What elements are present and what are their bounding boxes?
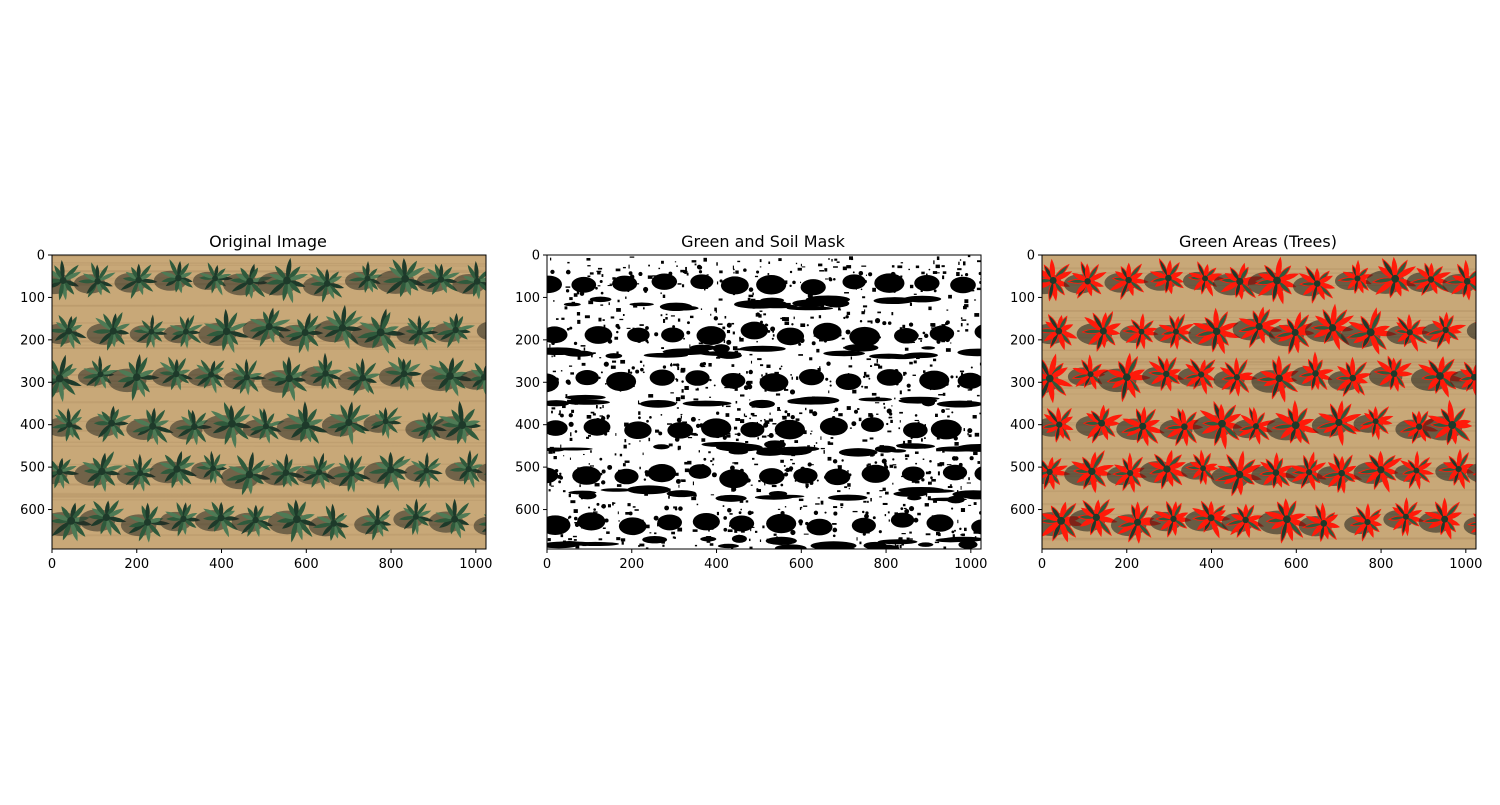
y-tick-label: 500 — [515, 461, 540, 476]
panel-original: Original Image 0 200 400 600 800 1000 0 100 200… — [20, 232, 492, 572]
axes-frame — [546, 254, 982, 550]
aerial-photo — [52, 255, 486, 549]
y-axis: 0 100 200 300 400 500 600 — [1010, 249, 1042, 518]
y-tick-label: 100 — [515, 291, 540, 306]
x-tick-label: 1000 — [459, 557, 492, 572]
x-axis: 0 200 400 600 800 1000 — [1038, 549, 1482, 572]
x-tick-label: 400 — [209, 557, 234, 572]
y-axis: 0 100 200 300 400 500 600 — [20, 249, 52, 518]
y-tick-label: 0 — [1027, 249, 1035, 264]
image-area — [1042, 255, 1476, 549]
x-tick-label: 200 — [619, 557, 644, 572]
x-tick-label: 1000 — [1449, 557, 1482, 572]
x-tick-label: 0 — [48, 557, 56, 572]
x-tick-label: 200 — [124, 557, 149, 572]
y-axis: 0 100 200 300 400 500 600 — [515, 249, 547, 518]
y-tick-label: 400 — [515, 418, 540, 433]
x-tick-label: 200 — [1114, 557, 1139, 572]
y-tick-label: 400 — [20, 418, 45, 433]
panel-title: Green and Soil Mask — [681, 232, 846, 251]
y-tick-label: 600 — [515, 503, 540, 518]
x-tick-label: 800 — [379, 557, 404, 572]
y-tick-label: 300 — [515, 376, 540, 391]
x-axis: 0 200 400 600 800 1000 — [543, 549, 987, 572]
y-tick-label: 100 — [1010, 291, 1035, 306]
x-tick-label: 400 — [1199, 557, 1224, 572]
y-tick-label: 200 — [515, 333, 540, 348]
axes-frame — [1041, 254, 1477, 550]
y-tick-label: 600 — [20, 503, 45, 518]
x-tick-label: 1000 — [954, 557, 987, 572]
y-tick-label: 600 — [1010, 503, 1035, 518]
y-tick-label: 0 — [532, 249, 540, 264]
x-tick-label: 0 — [1038, 557, 1046, 572]
x-tick-label: 0 — [543, 557, 551, 572]
x-tick-label: 800 — [1369, 557, 1394, 572]
panel-overlay: Green Areas (Trees) 0 200 400 600 800 1000 0 1… — [1010, 232, 1482, 572]
y-tick-label: 200 — [1010, 333, 1035, 348]
image-area — [547, 255, 981, 549]
axes-frame — [51, 254, 487, 550]
x-tick-label: 600 — [1284, 557, 1309, 572]
panel-mask: Green and Soil Mask 0 200 400 600 800 1000 0 1… — [515, 232, 987, 572]
x-axis: 0 200 400 600 800 1000 — [48, 549, 492, 572]
y-tick-label: 100 — [20, 291, 45, 306]
y-tick-label: 500 — [20, 461, 45, 476]
binary-mask — [547, 255, 981, 549]
x-tick-label: 800 — [874, 557, 899, 572]
y-tick-label: 300 — [1010, 376, 1035, 391]
x-tick-label: 600 — [789, 557, 814, 572]
panel-title: Original Image — [209, 232, 327, 251]
contour-overlay-photo — [1042, 255, 1476, 549]
x-tick-label: 400 — [704, 557, 729, 572]
y-tick-label: 200 — [20, 333, 45, 348]
y-tick-label: 0 — [37, 249, 45, 264]
image-area — [52, 255, 486, 549]
y-tick-label: 300 — [20, 376, 45, 391]
panel-title: Green Areas (Trees) — [1179, 232, 1337, 251]
y-tick-label: 500 — [1010, 461, 1035, 476]
x-tick-label: 600 — [294, 557, 319, 572]
y-tick-label: 400 — [1010, 418, 1035, 433]
